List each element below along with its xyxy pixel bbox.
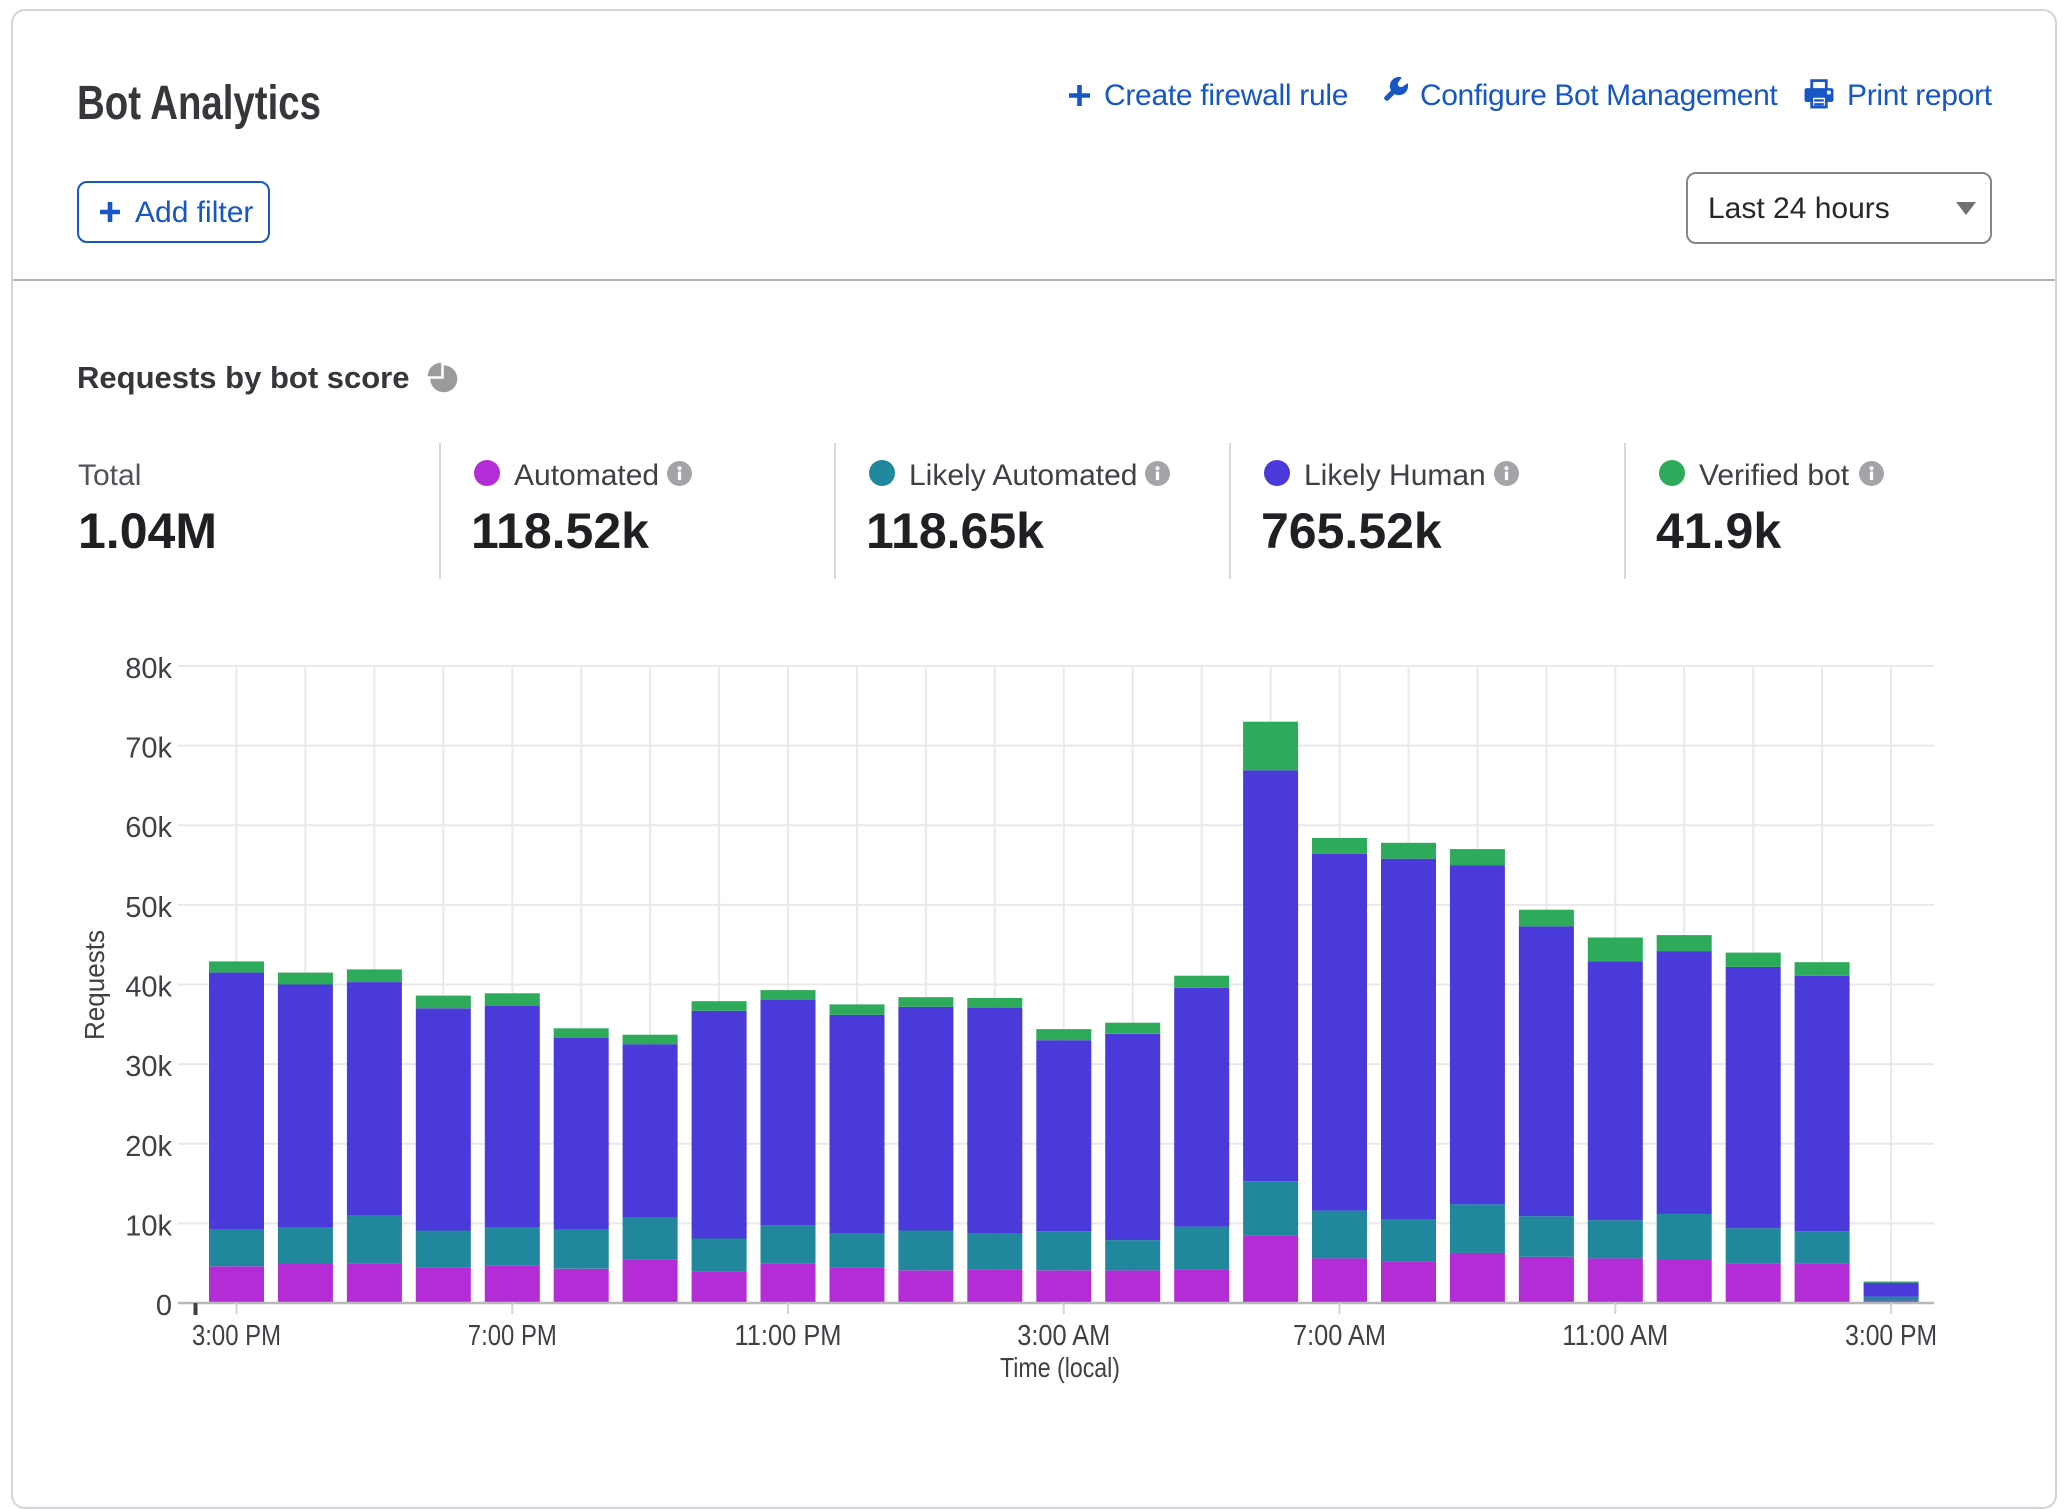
svg-text:3:00 PM: 3:00 PM (1845, 1320, 1937, 1352)
svg-text:0: 0 (156, 1290, 172, 1322)
svg-text:30k: 30k (125, 1051, 172, 1083)
svg-text:11:00 AM: 11:00 AM (1562, 1320, 1668, 1352)
svg-text:Requests: Requests (79, 930, 110, 1040)
svg-text:Time (local): Time (local) (1000, 1352, 1120, 1383)
svg-text:7:00 PM: 7:00 PM (468, 1320, 557, 1352)
svg-text:40k: 40k (125, 972, 172, 1004)
svg-text:70k: 70k (125, 733, 172, 765)
svg-text:3:00 AM: 3:00 AM (1017, 1320, 1110, 1352)
svg-text:60k: 60k (125, 812, 172, 844)
svg-text:50k: 50k (125, 892, 172, 924)
svg-text:10k: 10k (125, 1210, 172, 1242)
svg-text:80k: 80k (125, 653, 172, 685)
svg-text:11:00 PM: 11:00 PM (735, 1320, 842, 1352)
svg-text:7:00 AM: 7:00 AM (1293, 1320, 1386, 1352)
svg-text:3:00 PM: 3:00 PM (192, 1320, 281, 1352)
svg-text:20k: 20k (125, 1131, 172, 1163)
